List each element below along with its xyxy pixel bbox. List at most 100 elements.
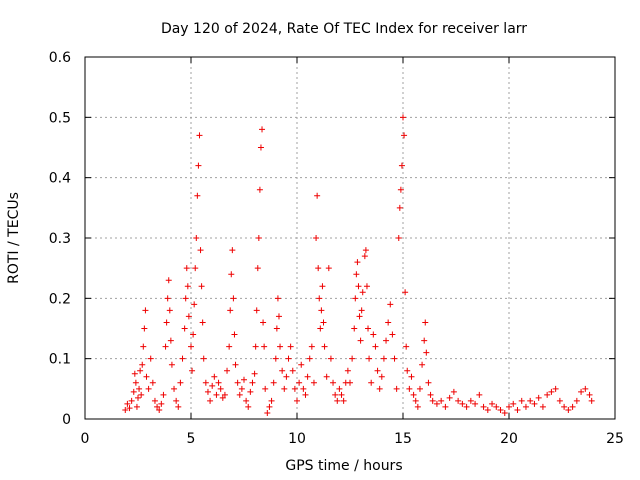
data-point: [252, 343, 259, 350]
data-point: [406, 385, 413, 392]
data-point: [544, 391, 551, 398]
data-point: [351, 325, 358, 332]
data-point: [561, 403, 568, 410]
data-point: [227, 307, 234, 314]
data-point: [370, 331, 377, 338]
data-point: [489, 400, 496, 407]
data-point: [257, 144, 264, 151]
data-point: [279, 367, 286, 374]
data-point: [310, 379, 317, 386]
data-point: [247, 388, 254, 395]
data-point: [188, 343, 194, 350]
data-point: [262, 385, 269, 392]
data-point: [232, 361, 239, 368]
data-point: [274, 295, 281, 302]
data-point: [221, 391, 228, 398]
data-point: [459, 400, 466, 407]
data-point: [334, 397, 341, 404]
data-point: [302, 391, 309, 398]
data-point: [236, 391, 243, 398]
y-tick-label: 0.2: [49, 291, 71, 307]
data-point: [318, 307, 325, 314]
data-point: [132, 379, 139, 386]
data-point: [154, 403, 161, 410]
data-point: [147, 355, 154, 362]
data-point: [197, 247, 204, 254]
data-point: [207, 397, 214, 404]
data-point: [141, 325, 148, 332]
data-point: [126, 405, 133, 412]
data-point: [480, 403, 487, 410]
data-point: [319, 283, 326, 290]
data-point: [165, 277, 172, 284]
data-point: [316, 295, 323, 302]
data-point: [349, 355, 356, 362]
data-point: [219, 394, 226, 401]
data-point: [215, 379, 222, 386]
data-point: [365, 325, 372, 332]
data-point: [438, 397, 445, 404]
data-point: [133, 403, 140, 410]
data-point: [217, 385, 224, 392]
data-point: [497, 406, 504, 413]
data-point: [442, 403, 449, 410]
data-point: [245, 403, 252, 410]
data-point: [389, 331, 396, 338]
data-point: [476, 391, 483, 398]
data-point: [484, 406, 491, 413]
y-tick-label: 0.3: [49, 231, 71, 247]
data-point: [192, 265, 199, 272]
data-point: [362, 247, 369, 254]
data-point: [467, 397, 474, 404]
data-point: [283, 373, 290, 380]
data-point: [238, 385, 245, 392]
x-tick-label: 5: [187, 431, 196, 447]
data-point: [531, 400, 538, 407]
data-point: [135, 394, 141, 401]
data-point: [518, 397, 525, 404]
data-point: [385, 319, 392, 326]
data-point: [182, 295, 189, 302]
data-point: [552, 385, 559, 392]
data-point: [397, 186, 404, 193]
data-point: [130, 388, 137, 395]
data-point: [416, 385, 423, 392]
data-point: [578, 388, 585, 395]
data-point: [191, 301, 198, 308]
data-point: [398, 162, 405, 169]
data-point: [400, 114, 406, 121]
data-point: [131, 370, 138, 377]
x-tick-labels: 0 5 10 15 20 25: [81, 431, 624, 447]
data-point: [506, 403, 512, 410]
data-point: [427, 391, 434, 398]
data-point: [510, 400, 517, 407]
data-point: [539, 403, 546, 410]
data-point: [450, 388, 457, 395]
y-tick-label: 0: [62, 412, 71, 428]
data-point: [356, 313, 363, 320]
data-point: [501, 409, 508, 416]
data-point: [181, 325, 188, 332]
data-point: [340, 397, 347, 404]
data-point: [193, 235, 200, 241]
data-point: [359, 289, 366, 296]
data-point: [260, 319, 267, 326]
data-point: [514, 406, 521, 413]
data-point: [535, 394, 542, 401]
data-point: [313, 235, 320, 241]
data-point: [234, 379, 241, 386]
data-point: [330, 379, 337, 386]
data-point: [347, 379, 353, 386]
data-point: [183, 265, 190, 272]
data-point: [582, 385, 589, 392]
data-point: [317, 325, 324, 332]
data-point: [363, 283, 370, 290]
data-point: [230, 295, 237, 302]
data-point: [408, 373, 415, 380]
data-point: [446, 394, 453, 401]
data-point: [412, 397, 419, 404]
data-point: [162, 343, 169, 350]
data-point: [395, 235, 402, 241]
data-point: [368, 379, 375, 386]
